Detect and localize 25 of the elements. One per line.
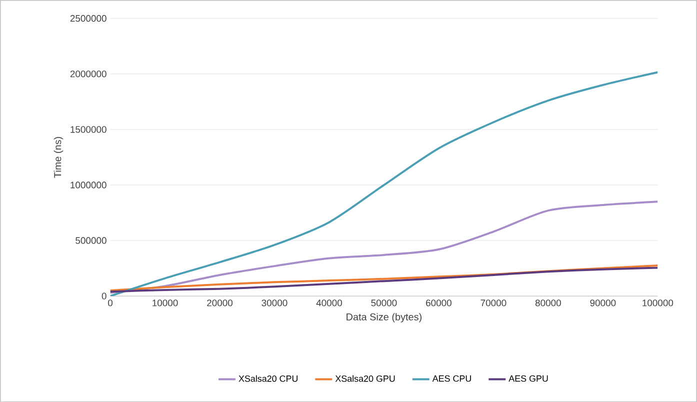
- x-tick-label: 0: [108, 299, 113, 306]
- x-tick-label: 90000: [590, 299, 616, 306]
- y-axis-title: Time (ns): [54, 136, 64, 178]
- x-tick-label: 10000: [152, 299, 178, 306]
- x-tick-label: 50000: [371, 299, 397, 306]
- line-series: [110, 71, 658, 296]
- legend-label: XSalsa20 CPU: [238, 375, 298, 382]
- y-tick-label: 1500000: [70, 126, 106, 133]
- x-tick-label: 30000: [262, 299, 288, 306]
- x-tick-label: 40000: [316, 299, 342, 306]
- y-tick-label: 2000000: [70, 70, 106, 78]
- y-tick-label: 500000: [76, 237, 106, 244]
- x-axis-title: Data Size (bytes): [346, 312, 422, 322]
- legend-label: AES GPU: [508, 375, 548, 382]
- line-series: [110, 200, 658, 294]
- y-tick-label: 1000000: [70, 181, 106, 188]
- y-tick-label: 2500000: [70, 14, 106, 22]
- y-tick-label: 0: [102, 292, 106, 300]
- x-tick-label: 20000: [207, 299, 233, 306]
- x-tick-label: 60000: [426, 299, 452, 306]
- legend-label: AES CPU: [432, 375, 471, 382]
- x-tick-label: 80000: [535, 299, 561, 306]
- x-tick-label: 70000: [480, 299, 506, 306]
- legend-label: XSalsa20 GPU: [335, 375, 395, 382]
- x-tick-label: 100000: [642, 299, 674, 306]
